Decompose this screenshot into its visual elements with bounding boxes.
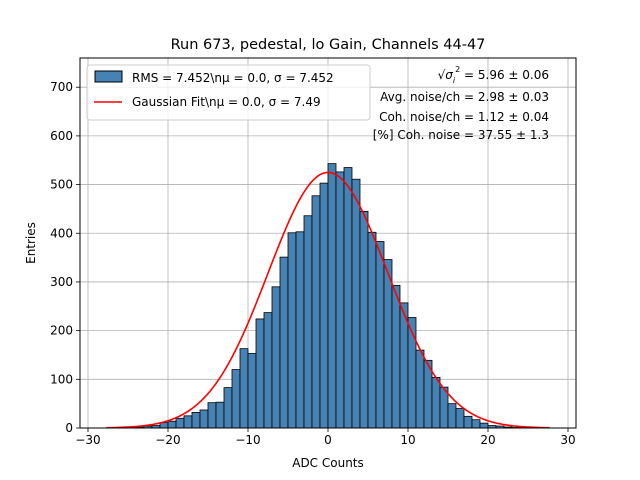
histogram-bar (175, 417, 185, 429)
histogram-bar (431, 376, 441, 429)
histogram-bar (303, 215, 313, 429)
x-tick-label: −20 (155, 433, 180, 447)
y-tick-label: 600 (50, 129, 73, 143)
y-tick-label: 0 (65, 421, 73, 435)
annotation-coh-noise-pct: [%] Coh. noise = 37.55 ± 1.3 (373, 128, 549, 142)
histogram-bar (375, 241, 385, 429)
histogram-bar (255, 318, 265, 429)
legend: RMS = 7.452\nμ = 0.0, σ = 7.452 Gaussian… (86, 64, 371, 121)
annotation-coh-noise: Coh. noise/ch = 1.12 ± 0.04 (379, 110, 549, 124)
y-tick-label: 700 (50, 80, 73, 94)
histogram-bar (327, 163, 337, 429)
histogram-bar (263, 312, 273, 429)
x-tick-label: 10 (400, 433, 415, 447)
histogram-bar (455, 408, 465, 429)
histogram-bar (367, 231, 377, 429)
x-tick-label: 30 (560, 433, 575, 447)
sqrt-symbol: √ (438, 68, 446, 82)
histogram-bar (391, 284, 401, 429)
histogram-bar (287, 232, 297, 429)
histogram-bar (183, 415, 193, 429)
histogram-bar (215, 401, 225, 429)
noise-annotations: √σi 2 = 5.96 ± 0.06 Avg. noise/ch = 2.98 … (373, 65, 549, 142)
histogram-bar (239, 348, 249, 429)
histogram-bar (335, 171, 345, 429)
x-tick-label: 20 (480, 433, 495, 447)
legend-box (86, 64, 371, 121)
sigma-value: = 5.96 ± 0.06 (460, 68, 549, 82)
histogram-bar (383, 259, 393, 429)
y-tick-label: 400 (50, 226, 73, 240)
histogram-bar (231, 369, 241, 429)
gaussian-fit-curve (106, 171, 550, 429)
sigma-subscript: i (453, 76, 456, 85)
histogram-bar (167, 420, 177, 429)
histogram-bar (447, 403, 457, 429)
histogram-bar (415, 349, 425, 429)
y-tick-label: 500 (50, 178, 73, 192)
fit-line (106, 171, 550, 429)
histogram-bar (247, 353, 257, 429)
histogram-bar (207, 402, 217, 429)
sigma-superscript: 2 (455, 65, 460, 74)
histogram-bar (471, 419, 481, 429)
legend-label-fit: Gaussian Fit\nμ = 0.0, σ = 7.49 (132, 95, 321, 109)
sigma-symbol: σ (445, 68, 453, 82)
y-tick-label: 200 (50, 324, 73, 338)
x-tick-label: 0 (324, 433, 332, 447)
y-tick-label: 100 (50, 372, 73, 386)
annotation-avg-noise: Avg. noise/ch = 2.98 ± 0.03 (380, 90, 549, 104)
histogram-bar (319, 182, 329, 429)
x-axis-label: ADC Counts (292, 456, 364, 470)
y-axis-ticks: 0 100 200 300 400 500 600 700 (50, 80, 80, 435)
histogram-bar (351, 178, 361, 429)
annotation-sigma-line: √σi 2 = 5.96 ± 0.06 (438, 65, 549, 85)
legend-label-histogram: RMS = 7.452\nμ = 0.0, σ = 7.452 (132, 71, 334, 85)
histogram-bar (271, 286, 281, 429)
histogram-bar (479, 422, 489, 429)
legend-swatch-histogram (94, 70, 123, 83)
histogram-bar (279, 256, 289, 429)
x-tick-label: −30 (75, 433, 100, 447)
histogram-bar (191, 412, 201, 429)
histogram-bar (295, 231, 305, 429)
x-tick-label: −10 (235, 433, 260, 447)
y-axis-label: Entries (24, 222, 38, 264)
histogram-bar (463, 415, 473, 429)
histogram-bar (359, 210, 369, 429)
y-tick-label: 300 (50, 275, 73, 289)
chart-title: Run 673, pedestal, lo Gain, Channels 44-… (171, 37, 486, 53)
histogram-bar (343, 167, 353, 429)
x-axis-ticks: −30 −20 −10 0 10 20 30 (75, 428, 576, 447)
histogram-bar (223, 387, 233, 429)
histogram-bar (199, 409, 209, 429)
histogram-bar (311, 195, 321, 429)
